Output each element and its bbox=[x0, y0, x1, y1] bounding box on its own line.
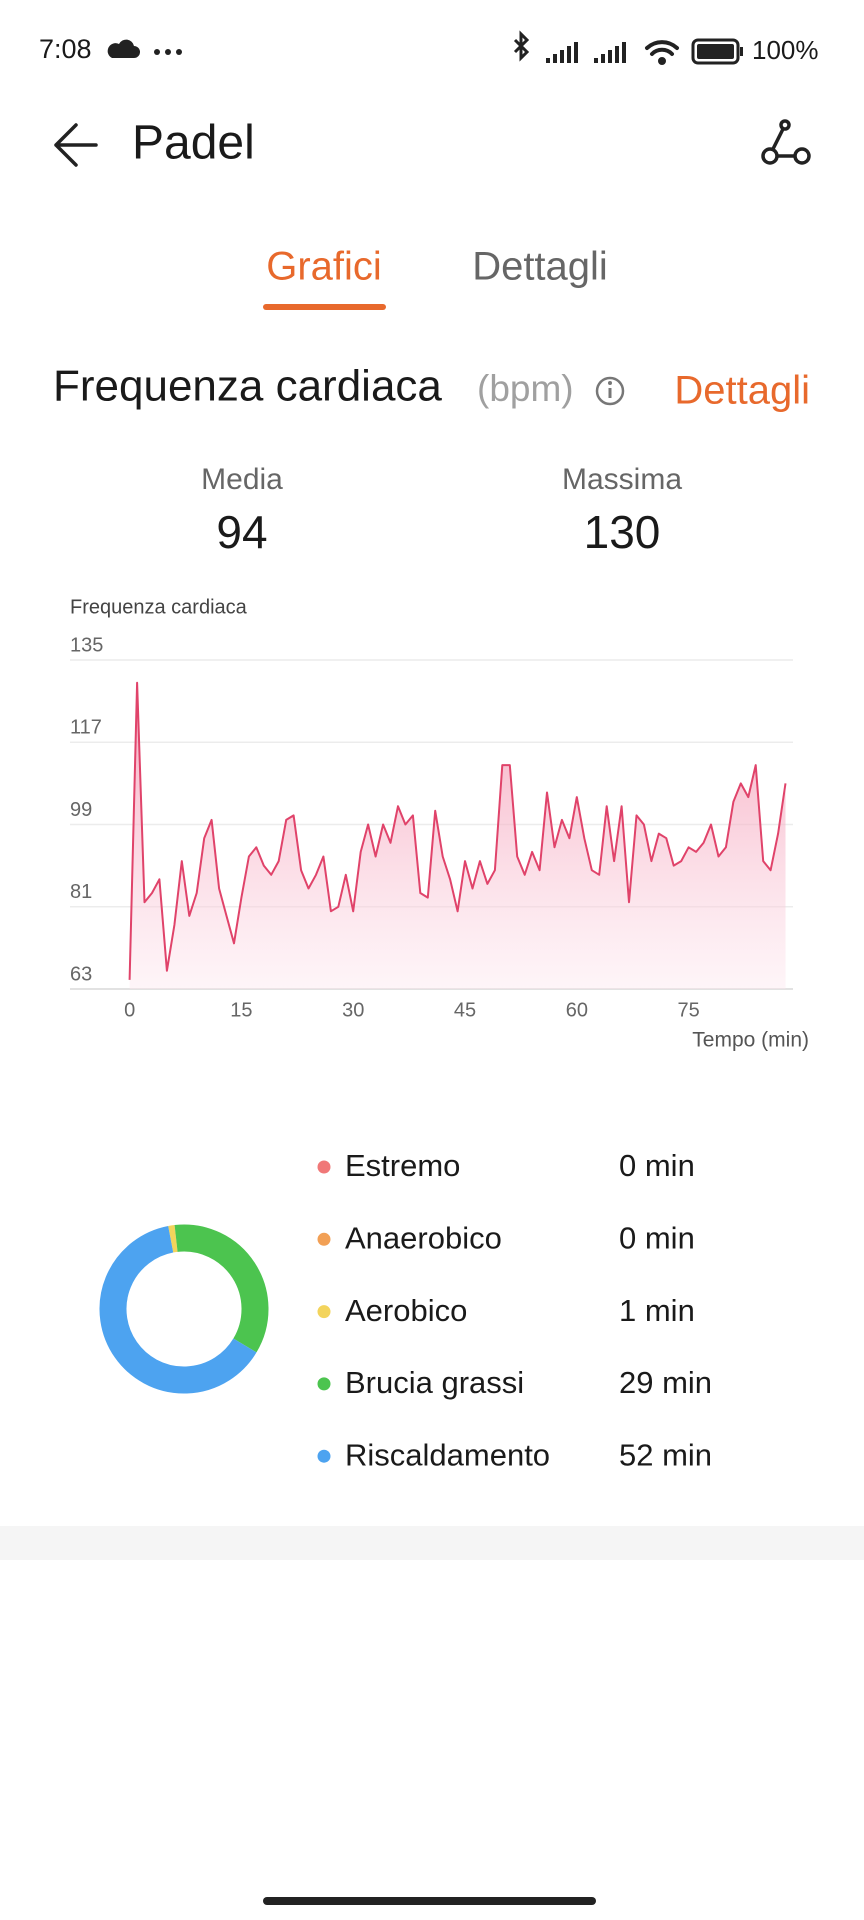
battery-icon bbox=[691, 38, 740, 65]
x-tick-label: 15 bbox=[230, 999, 252, 1021]
legend-label: Estremo bbox=[345, 1148, 460, 1183]
stat-label: Massima bbox=[562, 463, 682, 496]
line bbox=[128, 681, 787, 980]
legend-dot bbox=[317, 1160, 331, 1174]
status-time: 7:08 bbox=[39, 34, 92, 64]
legend-dot bbox=[317, 1232, 331, 1246]
y-tick-label: 81 bbox=[70, 881, 92, 903]
legend-dot bbox=[317, 1305, 331, 1319]
x-tick-label: 0 bbox=[124, 999, 135, 1021]
x-axis-label: Tempo (min) bbox=[692, 1029, 809, 1052]
tab-active[interactable]: Grafici bbox=[266, 245, 382, 289]
y-tick-label: 117 bbox=[70, 717, 102, 739]
tab[interactable]: Dettagli bbox=[472, 245, 608, 289]
legend-value: 52 min bbox=[619, 1437, 712, 1472]
legend-label: Brucia grassi bbox=[345, 1365, 524, 1400]
details-link[interactable]: Dettagli bbox=[674, 369, 810, 413]
more-icon bbox=[154, 49, 182, 55]
legend-dot bbox=[317, 1449, 331, 1463]
signal-icons bbox=[546, 42, 626, 63]
x-tick-label: 60 bbox=[566, 999, 588, 1021]
donut-segment bbox=[174, 1224, 269, 1353]
legend-dot bbox=[317, 1377, 331, 1391]
legend-label: Riscaldamento bbox=[345, 1437, 550, 1472]
stat-label: Media bbox=[201, 463, 283, 496]
section-title: Frequenza cardiaca bbox=[53, 362, 442, 411]
area bbox=[129, 682, 786, 989]
wifi-icon bbox=[645, 40, 679, 65]
home-indicator bbox=[263, 1897, 596, 1905]
x-tick-label: 75 bbox=[678, 999, 700, 1021]
x-tick-label: 30 bbox=[342, 999, 364, 1021]
y-tick-label: 99 bbox=[70, 799, 92, 821]
stat-value: 94 bbox=[216, 506, 267, 558]
back-button[interactable] bbox=[54, 123, 98, 167]
separator-band bbox=[0, 1526, 864, 1560]
info-icon[interactable] bbox=[595, 376, 625, 406]
tab-underline bbox=[263, 304, 386, 310]
page-title: Padel bbox=[132, 117, 255, 170]
legend-value: 29 min bbox=[619, 1365, 712, 1400]
stat-value: 130 bbox=[584, 506, 661, 558]
legend-value: 1 min bbox=[619, 1293, 695, 1328]
legend-value: 0 min bbox=[619, 1148, 695, 1183]
x-tick-label: 45 bbox=[454, 999, 476, 1021]
bluetooth-icon bbox=[513, 30, 530, 62]
legend-label: Anaerobico bbox=[345, 1220, 502, 1255]
legend-label: Aerobico bbox=[345, 1293, 467, 1328]
battery-tip bbox=[740, 47, 743, 56]
section-unit: (bpm) bbox=[477, 368, 574, 409]
donut-segment bbox=[168, 1225, 178, 1253]
chart-title: Frequenza cardiaca bbox=[70, 596, 248, 618]
battery-level bbox=[697, 44, 734, 59]
y-tick-label: 135 bbox=[70, 634, 103, 656]
y-tick-label: 63 bbox=[70, 963, 92, 985]
donut-segment bbox=[99, 1226, 257, 1394]
route-button[interactable] bbox=[761, 119, 811, 165]
legend-value: 0 min bbox=[619, 1220, 695, 1255]
cloud-icon bbox=[107, 39, 140, 58]
battery-text: 100% bbox=[752, 35, 819, 65]
